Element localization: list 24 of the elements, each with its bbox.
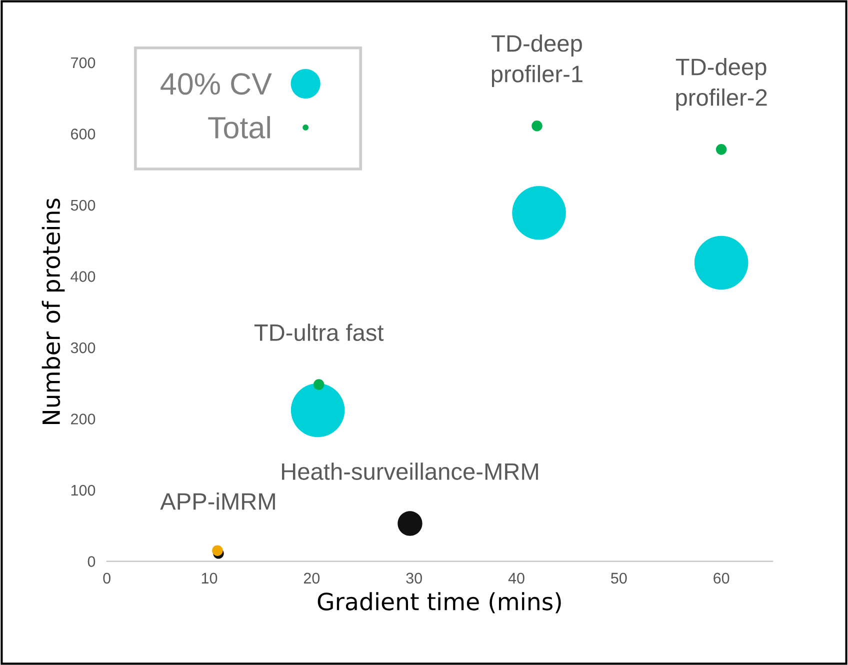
y-tick-label: 0 [88,556,96,567]
x-tick-label: 20 [304,572,320,584]
annotation: APP-iMRM [160,492,275,510]
y-tick-label: 500 [70,200,96,211]
annotation: TD-deep profiler-1 [492,34,582,88]
y-tick-label: 600 [71,128,96,140]
y-tick-label: 100 [71,484,96,496]
x-axis-title: Gradient time (mins) [318,592,561,614]
annotation: TD-ultra fast [254,324,384,342]
x-tick-label: 50 [611,572,627,584]
y-tick-label: 700 [71,57,96,68]
legend-label: Total [208,116,270,139]
x-tick-label: 0 [103,572,110,584]
legend-label: 40% CV [160,73,272,95]
y-tick-label: 400 [70,271,96,282]
annotation: Heath-surveillance-MRM [282,462,538,480]
x-tick-label: 40 [508,572,524,584]
x-tick-label: 60 [714,572,730,584]
y-tick-label: 300 [70,342,96,354]
x-tick-label: 10 [202,572,218,584]
x-tick-label: 30 [406,572,422,584]
y-tick-label: 200 [71,414,96,424]
annotation: TD-deep profiler-2 [676,58,767,111]
y-axis-title: Number of proteins [42,198,65,424]
